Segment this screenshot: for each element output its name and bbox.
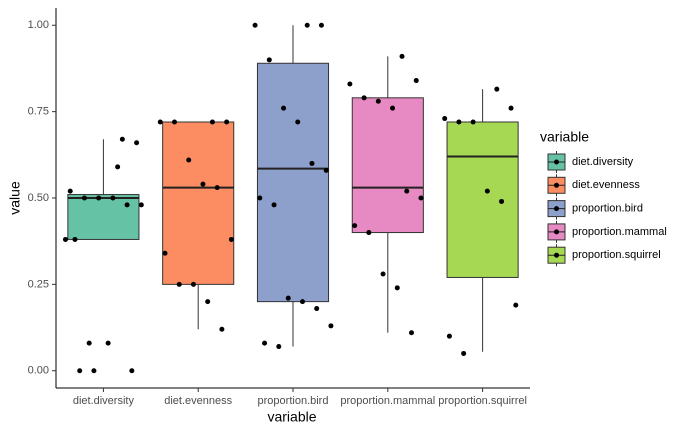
point [176,281,182,287]
y-tick-label: 0.50 [28,192,49,204]
legend-label: proportion.mammal [572,226,667,238]
point [115,164,121,170]
legend-key-point [554,182,559,188]
point [314,306,320,312]
box [351,97,424,234]
point [214,185,220,191]
y-tick-label: 0.00 [28,365,49,377]
point [309,160,315,166]
point [418,195,424,201]
box [256,62,330,303]
point [375,98,381,104]
point [72,236,78,242]
point [200,181,206,187]
point [205,299,211,305]
legend-label: diet.evenness [572,179,640,191]
x-axis-title: variable [267,409,316,425]
point [81,195,87,201]
point [252,22,258,28]
point [446,333,452,339]
point [323,167,329,173]
point [219,326,225,332]
point [494,86,500,92]
point [172,119,177,125]
point [318,22,324,28]
legend-title: variable [540,129,589,145]
legend-key-point [554,229,559,235]
point [138,202,144,208]
y-axis-title: value [7,181,23,215]
legend-key-point [554,159,559,165]
point [484,188,490,194]
point [470,119,476,125]
y-tick-label: 0.25 [28,278,49,290]
point [86,340,92,346]
point [162,250,168,256]
point [276,344,282,350]
point [62,236,68,242]
point [228,236,234,242]
x-tick-label: proportion.bird [258,395,329,407]
point [404,188,410,194]
point [209,119,215,125]
point [281,105,287,111]
point [499,198,505,204]
point [390,105,396,111]
x-tick-label: diet.evenness [164,395,232,407]
point [271,202,277,208]
legend-key-point [554,252,559,258]
point [508,105,514,111]
point [361,95,367,101]
point [304,22,310,28]
point [186,157,192,163]
x-tick-label: proportion.squirrel [438,395,527,407]
point [190,281,196,287]
point [299,299,305,305]
point [442,116,448,122]
point [91,368,97,374]
box [162,121,235,285]
point [409,330,414,336]
y-tick-label: 1.00 [28,19,49,31]
x-tick-label: proportion.mammal [340,395,435,407]
point [328,323,334,329]
point [456,119,462,125]
point [366,230,372,236]
point [413,78,419,84]
point [119,136,125,142]
box [446,121,519,278]
point [134,140,140,146]
point [96,195,102,201]
legend-key-point [554,206,559,212]
point [157,119,163,125]
legend-label: proportion.squirrel [572,249,661,261]
point [399,53,405,59]
point [513,302,519,308]
point [380,271,386,277]
box [67,194,140,240]
point [257,195,263,201]
point [67,188,73,194]
x-tick-label: diet.diversity [73,395,135,407]
point [285,295,291,301]
y-tick-label: 0.75 [28,106,49,118]
point [129,368,135,374]
point [352,223,358,229]
legend-label: proportion.bird [572,203,643,215]
point [77,368,83,374]
point [394,285,400,291]
legend-label: diet.diversity [572,156,634,168]
point [110,195,116,201]
point [262,340,268,346]
point [295,119,301,125]
point [124,202,130,208]
point [105,340,111,346]
point [347,81,353,87]
point [461,350,467,356]
point [266,57,272,63]
point [224,119,230,125]
